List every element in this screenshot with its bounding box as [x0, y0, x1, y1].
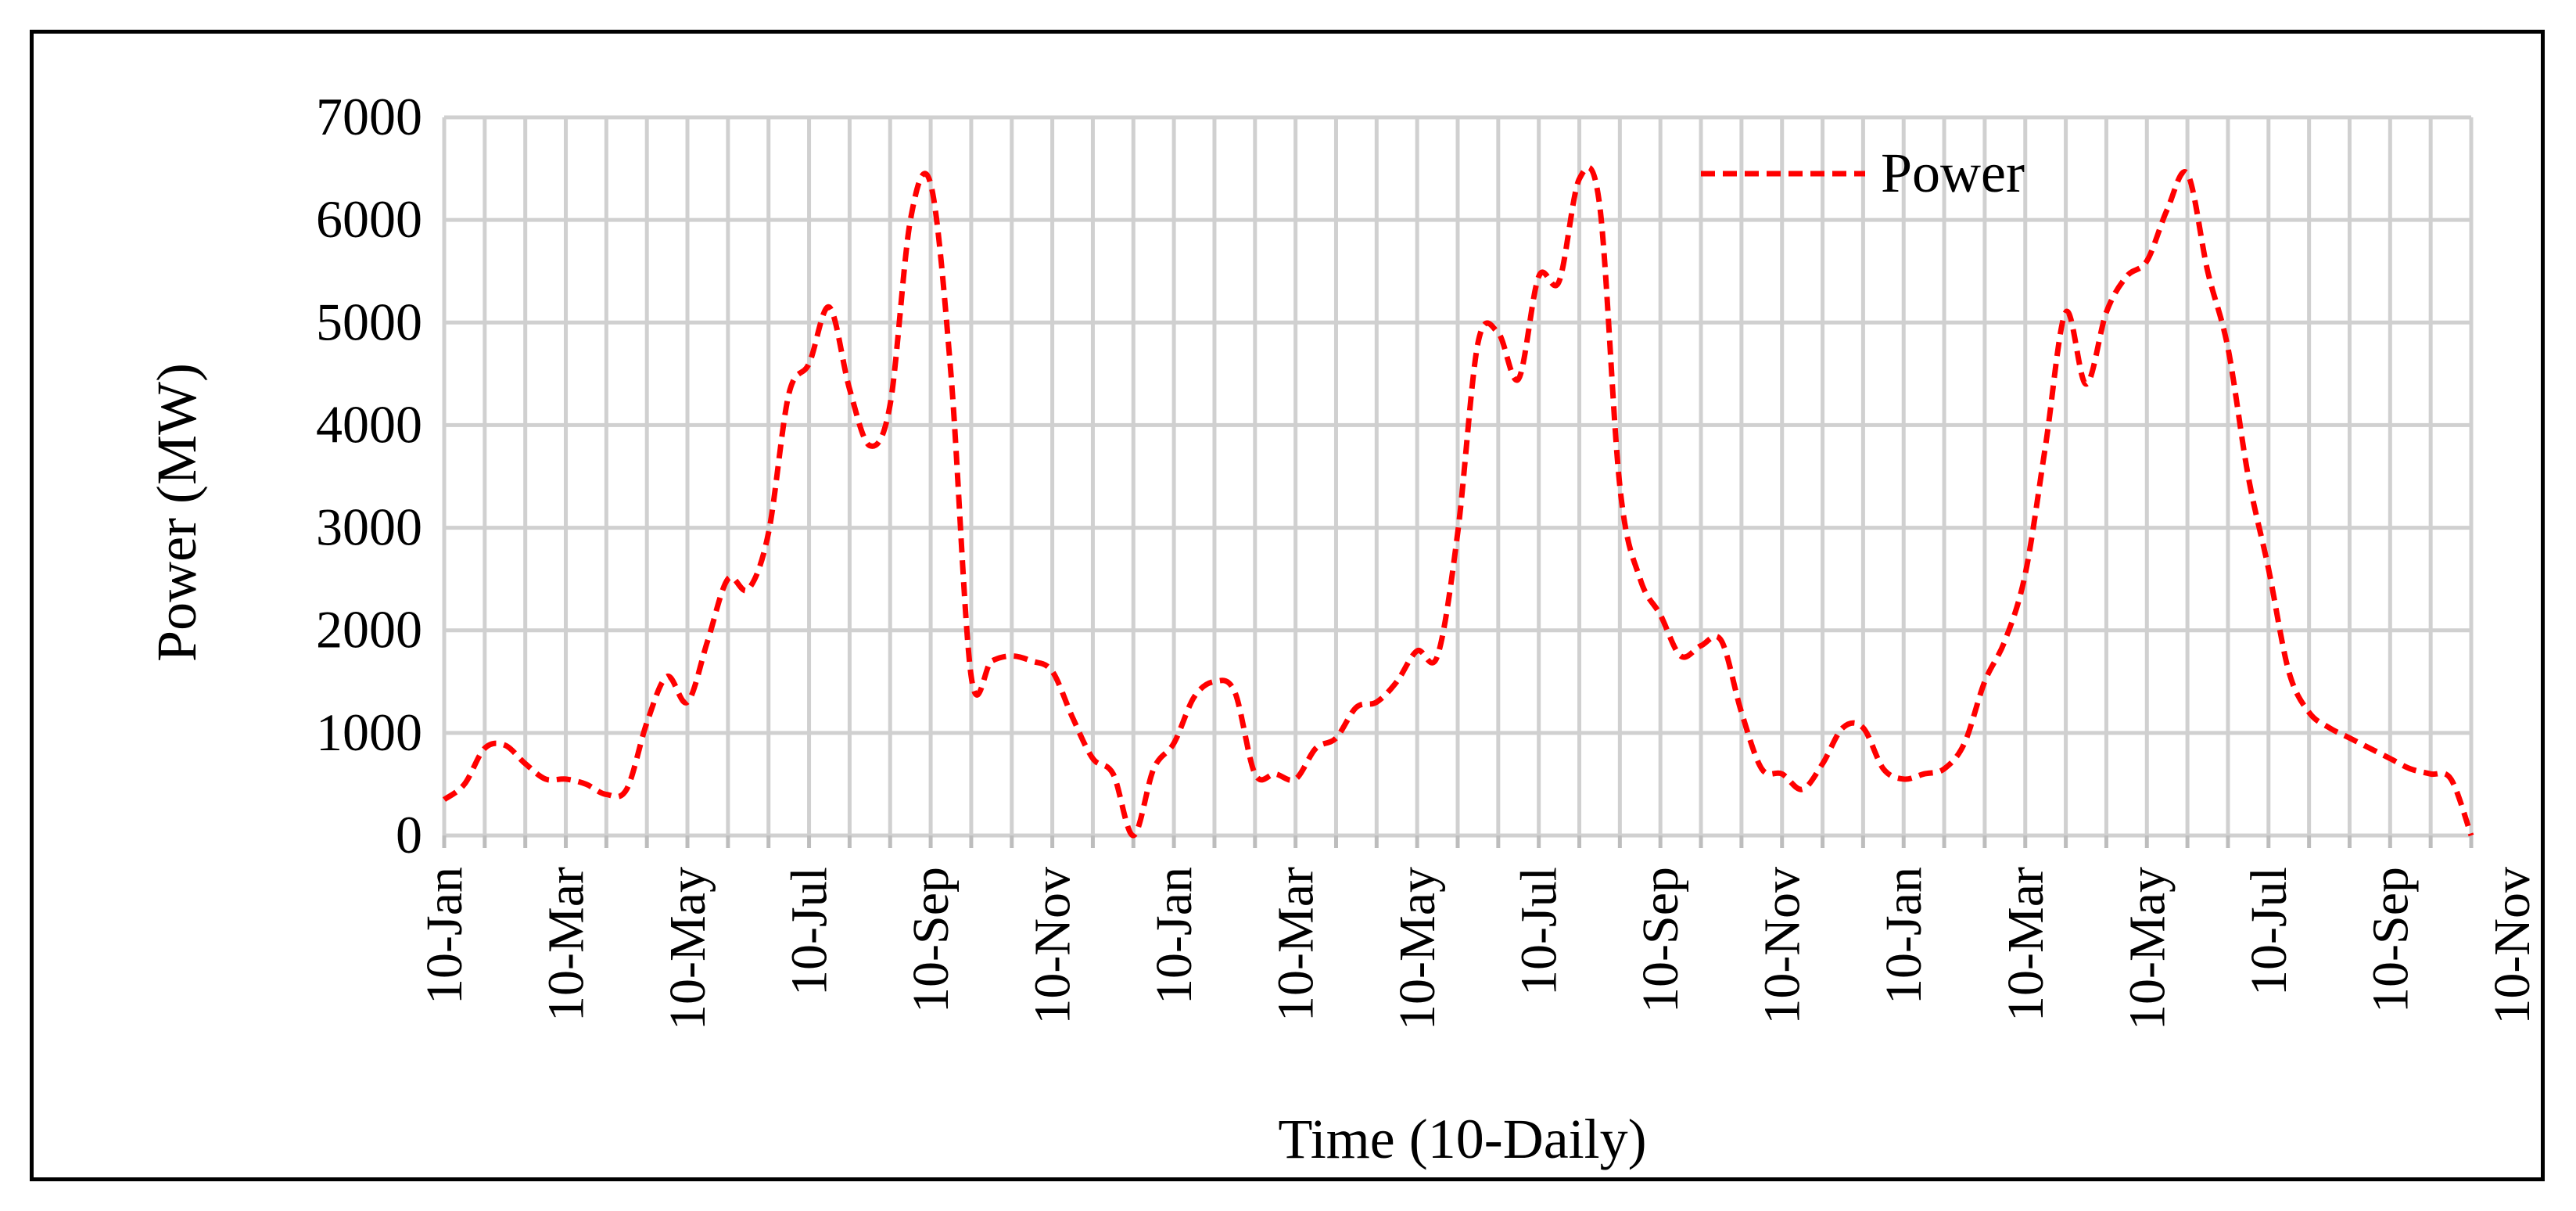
x-tick-label: 10-Jul: [1511, 867, 1568, 996]
x-tick-label: 10-Mar: [1997, 867, 2054, 1022]
y-tick-label: 7000: [316, 87, 422, 146]
x-tick-label: 10-Jul: [781, 867, 838, 996]
x-tick-label: 10-Sep: [902, 867, 960, 1013]
x-tick-label: 10-Jan: [1146, 867, 1203, 1004]
legend: Power: [1701, 142, 2025, 204]
y-tick-label: 2000: [316, 600, 422, 659]
x-tick-label: 10-Sep: [1632, 867, 1689, 1013]
x-tick-label: 10-Jan: [1875, 867, 1932, 1004]
x-axis-title: Time (10-Daily): [1278, 1108, 1646, 1170]
y-axis-title: Power (MW): [145, 363, 208, 662]
series-line-power: [442, 164, 2474, 839]
x-tick-label: 10-Jul: [2241, 867, 2298, 996]
x-tick-labels: 10-Jan 10-Mar 10-May 10-Jul 10-Sep 10-Nov 10-J…: [416, 867, 2541, 1030]
x-tick-label: 10-Mar: [538, 867, 595, 1022]
x-tick-label: 10-Jan: [416, 867, 473, 1004]
x-tick-label: 10-Nov: [1754, 867, 1811, 1025]
y-tick-label: 0: [396, 805, 422, 864]
x-tick-label: 10-Nov: [1024, 867, 1082, 1025]
gridlines: [442, 115, 2474, 848]
y-tick-label: 3000: [316, 498, 422, 557]
y-tick-labels: 0 1000 2000 3000 4000 5000 6000 7000: [316, 87, 422, 864]
y-tick-label: 5000: [316, 292, 422, 351]
x-tick-label: 10-May: [659, 867, 716, 1030]
y-tick-label: 4000: [316, 394, 422, 454]
x-tick-label: 10-Mar: [1268, 867, 1325, 1022]
legend-label-power: Power: [1881, 142, 2025, 204]
x-tick-label: 10-May: [2119, 867, 2176, 1030]
y-tick-label: 6000: [316, 189, 422, 249]
y-tick-label: 1000: [316, 703, 422, 762]
x-tick-label: 10-Nov: [2484, 867, 2541, 1025]
x-tick-label: 10-Sep: [2362, 867, 2419, 1013]
x-tick-label: 10-May: [1389, 867, 1446, 1030]
